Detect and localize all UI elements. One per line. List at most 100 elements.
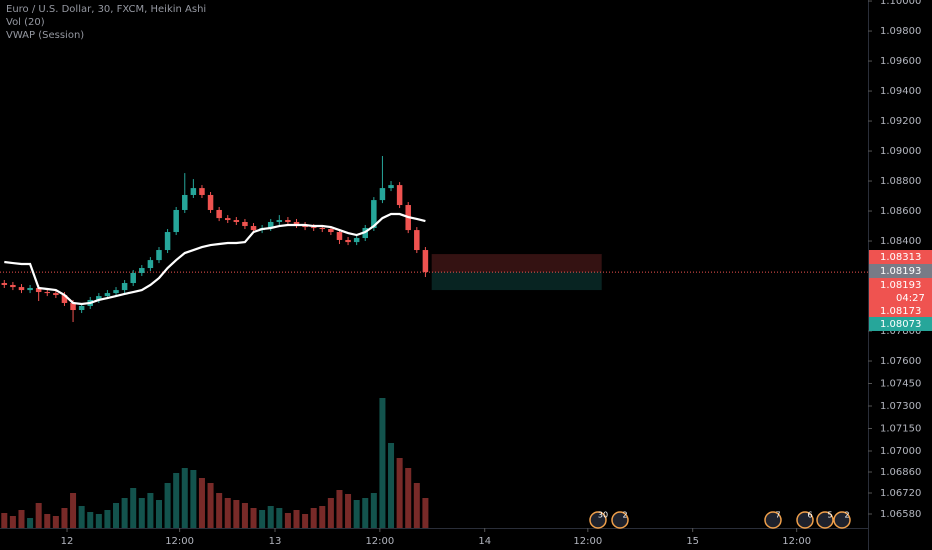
candle-body xyxy=(78,305,85,311)
y-tick-label: 1.09600 xyxy=(880,56,921,67)
vwap-line xyxy=(4,212,426,306)
candle-body xyxy=(182,194,188,210)
volume-bar xyxy=(113,503,120,528)
volume-bar xyxy=(1,513,8,528)
x-tick-label: 15 xyxy=(686,536,699,547)
event-icon xyxy=(764,511,782,529)
y-tick-label: 1.07450 xyxy=(880,379,921,390)
volume-bar xyxy=(9,516,16,528)
candle-body xyxy=(345,239,351,243)
volume-bar xyxy=(233,500,240,528)
volume-bar xyxy=(173,473,180,528)
x-tick-label: 12:00 xyxy=(165,536,194,547)
candle-body xyxy=(371,200,377,228)
candle-body xyxy=(96,296,102,300)
volume-bar xyxy=(250,508,257,528)
volume-bar xyxy=(35,503,42,528)
indicator-label: Vol (20) xyxy=(6,17,45,28)
candle-body xyxy=(233,220,240,222)
volume-bar xyxy=(198,478,205,528)
candle-body xyxy=(139,268,145,273)
volume-bar xyxy=(327,498,334,528)
target-zone xyxy=(431,272,602,291)
volume-bar xyxy=(293,510,300,528)
candle-body xyxy=(207,194,214,210)
candle-body xyxy=(336,232,343,240)
event-icon xyxy=(816,511,834,529)
y-tick-label: 1.06860 xyxy=(880,467,921,478)
price-label-bg xyxy=(869,278,932,292)
volume-bar xyxy=(259,510,266,528)
volume-bar xyxy=(353,500,360,528)
y-tick-label: 1.08800 xyxy=(880,176,921,187)
event-label: 5 xyxy=(827,511,832,520)
candle-body xyxy=(353,238,360,243)
volume-bar xyxy=(52,516,59,528)
price-label: 1.08173 xyxy=(880,306,921,317)
price-label-bg xyxy=(869,304,932,318)
candle-body xyxy=(379,188,386,201)
candle-body xyxy=(130,272,136,284)
y-tick-label: 1.07800 xyxy=(880,326,921,337)
candle-body xyxy=(35,287,42,293)
candle-body xyxy=(173,209,179,233)
volume-bar xyxy=(147,493,154,528)
volume-bar xyxy=(319,506,326,528)
volume-bar xyxy=(207,483,214,528)
candle-body xyxy=(190,188,197,195)
volume-bar xyxy=(224,498,231,528)
price-label: 1.08313 xyxy=(880,252,921,263)
event-label: 2 xyxy=(844,511,849,520)
volume-bar xyxy=(396,458,403,528)
x-tick-label: 12:00 xyxy=(365,536,394,547)
candle-body xyxy=(388,185,394,189)
candle-body xyxy=(121,283,128,291)
candle-body xyxy=(396,185,403,206)
volume-bar xyxy=(190,470,197,528)
candle-body xyxy=(267,221,274,228)
candle-body xyxy=(10,284,16,288)
candle-body xyxy=(164,232,171,251)
candle-body xyxy=(293,221,300,225)
price-label-bg xyxy=(869,264,932,278)
volume-bar xyxy=(379,398,386,528)
countdown: 04:27 xyxy=(896,293,925,304)
price-label: 1.08073 xyxy=(880,319,921,330)
volume-bar xyxy=(362,498,369,528)
event-label: 30 xyxy=(598,511,608,520)
volume-bar xyxy=(138,498,145,528)
volume-bar xyxy=(27,518,34,528)
countdown-bg xyxy=(869,291,932,304)
candle-body xyxy=(113,290,119,294)
candle-body xyxy=(1,283,8,285)
volume-bar xyxy=(370,493,377,528)
volume-bar xyxy=(345,494,352,528)
candle-body xyxy=(44,292,51,294)
volume-bar xyxy=(44,514,51,528)
candle-body xyxy=(310,227,317,229)
event-label: 2 xyxy=(622,511,627,520)
x-tick-label: 13 xyxy=(269,536,282,547)
y-tick-label: 1.06580 xyxy=(880,509,921,520)
volume-bar xyxy=(70,493,77,528)
event-label: 6 xyxy=(807,511,812,520)
y-tick-label: 1.09800 xyxy=(880,26,921,37)
volume-bar xyxy=(164,483,171,528)
candle-body xyxy=(104,293,111,297)
indicator-label: VWAP (Session) xyxy=(6,30,84,41)
volume-bar xyxy=(216,493,223,528)
candle-body xyxy=(27,287,33,291)
x-tick-label: 12:00 xyxy=(573,536,602,547)
y-tick-label: 1.08600 xyxy=(880,206,921,217)
price-label: 1.08193 xyxy=(880,266,921,277)
candle-body xyxy=(242,221,248,227)
candle-body xyxy=(216,209,222,219)
chart-title: Euro / U.S. Dollar, 30, FXCM, Heikin Ash… xyxy=(6,4,206,15)
volume-bar xyxy=(310,508,317,528)
stop-zone xyxy=(431,254,602,273)
volume-bar xyxy=(87,512,94,528)
y-tick-label: 1.08400 xyxy=(880,236,921,247)
volume-bar xyxy=(241,503,248,528)
volume-bar xyxy=(130,488,137,528)
